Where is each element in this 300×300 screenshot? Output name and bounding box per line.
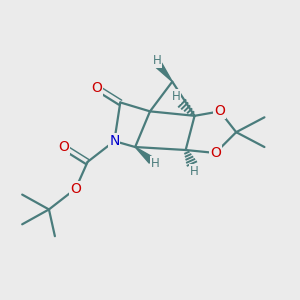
- Text: H: H: [172, 90, 181, 103]
- Polygon shape: [135, 147, 154, 163]
- Text: O: O: [58, 140, 69, 154]
- Text: H: H: [151, 157, 160, 170]
- Text: O: O: [91, 81, 102, 94]
- Text: H: H: [190, 165, 199, 178]
- Text: H: H: [152, 54, 161, 67]
- Text: O: O: [210, 146, 221, 160]
- Text: O: O: [214, 104, 225, 118]
- Text: O: O: [70, 182, 81, 196]
- Polygon shape: [156, 63, 172, 82]
- Text: N: N: [109, 134, 119, 148]
